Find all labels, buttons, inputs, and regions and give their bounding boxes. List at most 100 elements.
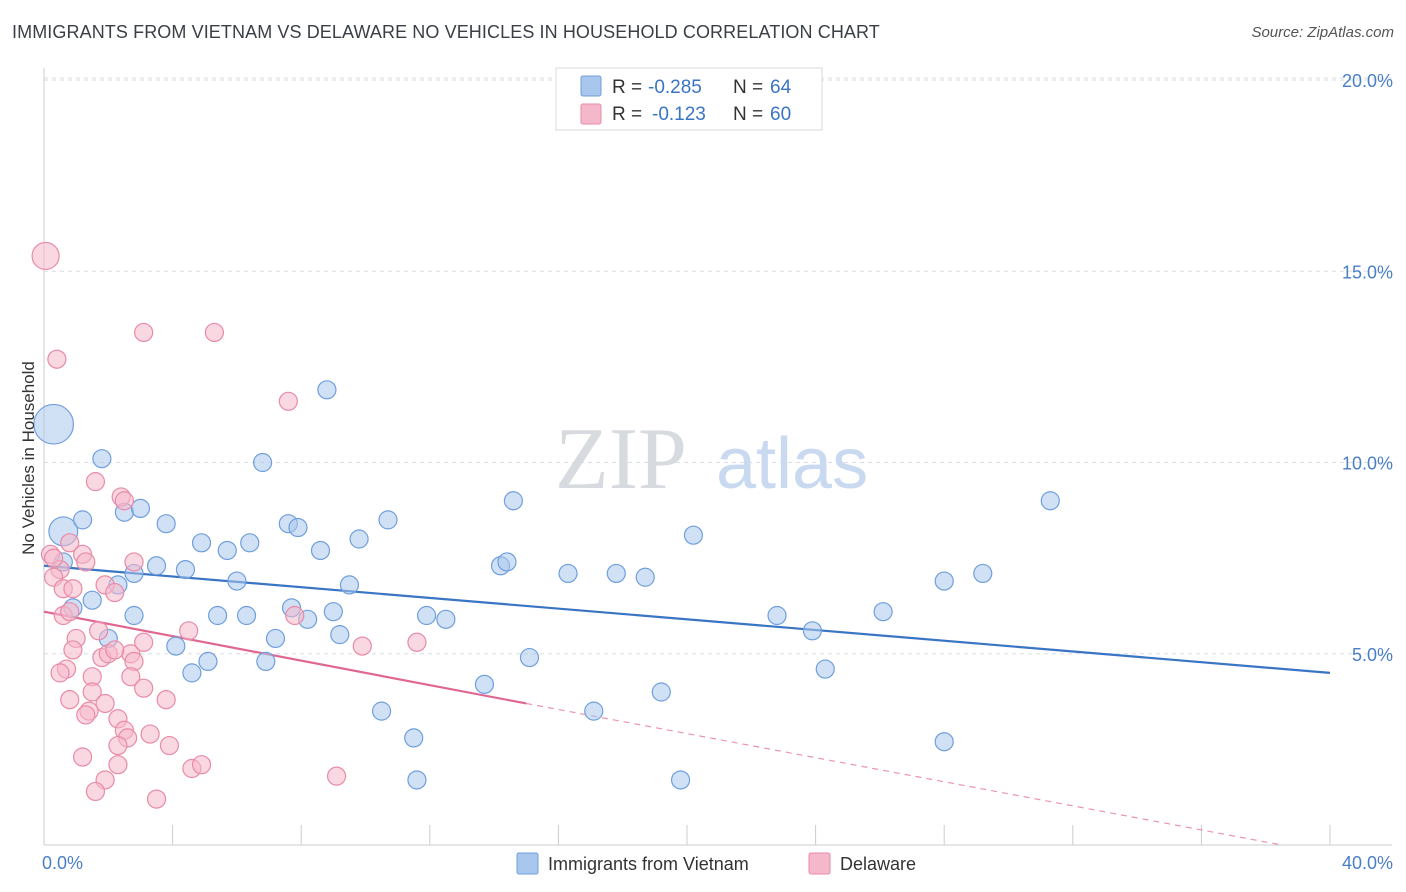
chart-title: IMMIGRANTS FROM VIETNAM VS DELAWARE NO V… bbox=[12, 22, 880, 42]
point-vietnam-41 bbox=[497, 552, 517, 572]
point-delaware-20 bbox=[60, 602, 80, 622]
axes bbox=[43, 68, 1392, 846]
x-tick-label-0: 0.0% bbox=[42, 853, 83, 873]
point-vietnam-20 bbox=[182, 663, 202, 683]
legend-n-value-1: 64 bbox=[770, 77, 792, 98]
point-delaware-7 bbox=[114, 491, 134, 511]
series-label-delaware: Delaware bbox=[840, 854, 916, 874]
point-delaware-31 bbox=[134, 632, 154, 652]
point-vietnam-35 bbox=[378, 510, 398, 530]
point-vietnam-6 bbox=[156, 514, 176, 534]
point-vietnam-32 bbox=[339, 575, 360, 595]
point-delaware-5 bbox=[85, 472, 106, 492]
point-vietnam-36 bbox=[404, 728, 424, 748]
point-vietnam-30 bbox=[323, 602, 343, 622]
watermark-atlas: atlas bbox=[716, 424, 868, 504]
point-vietnam-15 bbox=[240, 533, 260, 553]
point-vietnam-42 bbox=[503, 491, 523, 511]
point-delaware-51 bbox=[85, 781, 106, 802]
point-delaware-46 bbox=[72, 747, 93, 767]
point-delaware-33 bbox=[82, 682, 102, 702]
series-vietnam bbox=[33, 380, 1060, 790]
source-credit: Source: ZipAtlas.com bbox=[1251, 24, 1394, 41]
point-vietnam-22 bbox=[208, 605, 228, 626]
y-axis-label: No Vehicles in Household bbox=[19, 361, 38, 555]
trend-line-vietnam bbox=[43, 564, 1331, 674]
point-vietnam-46 bbox=[606, 563, 626, 584]
point-vietnam-43 bbox=[519, 647, 540, 668]
series-label-vietnam: Immigrants from Vietnam bbox=[548, 854, 749, 874]
point-vietnam-5 bbox=[130, 498, 151, 518]
y-tick-label-1: 10.0% bbox=[1342, 454, 1393, 474]
legend-n-value-2: 60 bbox=[770, 104, 791, 125]
point-vietnam-13 bbox=[191, 533, 212, 553]
point-vietnam-47 bbox=[635, 567, 655, 587]
point-vietnam-59 bbox=[317, 380, 337, 400]
legend-r-label-1: R = bbox=[612, 77, 642, 98]
point-delaware-10 bbox=[60, 533, 80, 553]
point-delaware-23 bbox=[63, 640, 83, 660]
series-swatch-vietnam bbox=[516, 852, 539, 875]
point-vietnam-55 bbox=[934, 571, 954, 591]
point-delaware-39 bbox=[179, 621, 199, 641]
point-delaware-47 bbox=[108, 755, 128, 775]
point-vietnam-54 bbox=[873, 602, 893, 622]
series-legend: Immigrants from Vietnam Delaware bbox=[516, 852, 916, 875]
point-delaware-12 bbox=[76, 552, 96, 572]
point-vietnam-48 bbox=[651, 682, 671, 702]
point-vietnam-2 bbox=[92, 449, 112, 469]
point-vietnam-34 bbox=[371, 701, 392, 721]
point-vietnam-19 bbox=[166, 636, 186, 656]
point-vietnam-18 bbox=[124, 605, 144, 626]
point-delaware-34 bbox=[60, 690, 80, 710]
y-tick-label-0: 5.0% bbox=[1352, 645, 1393, 665]
point-vietnam-14 bbox=[217, 540, 237, 561]
point-delaware-17 bbox=[105, 582, 125, 603]
point-delaware-45 bbox=[159, 735, 179, 756]
point-vietnam-49 bbox=[670, 770, 691, 790]
point-delaware-54 bbox=[326, 766, 347, 786]
legend-n-label-2: N = bbox=[733, 104, 763, 125]
point-vietnam-11 bbox=[146, 556, 167, 576]
point-vietnam-45 bbox=[584, 701, 604, 721]
trend-line-delaware-extension bbox=[526, 702, 1282, 846]
watermark-zip: ZIP bbox=[555, 411, 687, 508]
point-vietnam-50 bbox=[683, 525, 704, 545]
point-delaware-38 bbox=[156, 690, 176, 710]
tick-labels: 5.0% 10.0% 15.0% 20.0% 0.0% 40.0% bbox=[42, 71, 1393, 873]
series-delaware bbox=[31, 241, 427, 809]
point-vietnam-25 bbox=[265, 628, 286, 649]
legend-n-label-1: N = bbox=[733, 77, 763, 98]
point-vietnam-52 bbox=[802, 621, 822, 641]
point-delaware-52 bbox=[146, 789, 167, 809]
point-delaware-25 bbox=[50, 663, 70, 683]
point-vietnam-24 bbox=[256, 651, 276, 672]
point-vietnam-44 bbox=[558, 563, 578, 584]
trend-line-delaware bbox=[43, 610, 527, 705]
point-delaware-56 bbox=[407, 632, 427, 652]
x-tick-label-1: 40.0% bbox=[1342, 853, 1393, 873]
point-vietnam-12 bbox=[175, 559, 196, 580]
watermark: ZIP atlas bbox=[555, 411, 868, 508]
point-vietnam-51 bbox=[767, 605, 787, 626]
point-delaware-32 bbox=[121, 667, 141, 687]
series-swatch-delaware bbox=[808, 852, 831, 875]
point-delaware-3 bbox=[204, 322, 224, 343]
point-delaware-0 bbox=[31, 241, 60, 271]
point-delaware-53 bbox=[285, 605, 305, 626]
point-vietnam-53 bbox=[815, 659, 835, 679]
point-vietnam-61 bbox=[288, 517, 308, 538]
point-delaware-55 bbox=[352, 636, 372, 656]
point-delaware-15 bbox=[63, 579, 83, 599]
point-delaware-22 bbox=[89, 621, 109, 641]
trend-lines bbox=[43, 564, 1331, 846]
point-vietnam-31 bbox=[330, 625, 350, 645]
point-vietnam-8 bbox=[82, 590, 102, 610]
point-vietnam-33 bbox=[349, 529, 369, 549]
legend-swatch-delaware bbox=[580, 103, 602, 125]
legend-r-label-2: R = bbox=[612, 104, 642, 125]
point-delaware-49 bbox=[191, 755, 212, 775]
legend-swatch-vietnam bbox=[580, 75, 602, 97]
legend-r-value-1: -0.285 bbox=[648, 77, 702, 98]
point-vietnam-37 bbox=[416, 605, 437, 626]
